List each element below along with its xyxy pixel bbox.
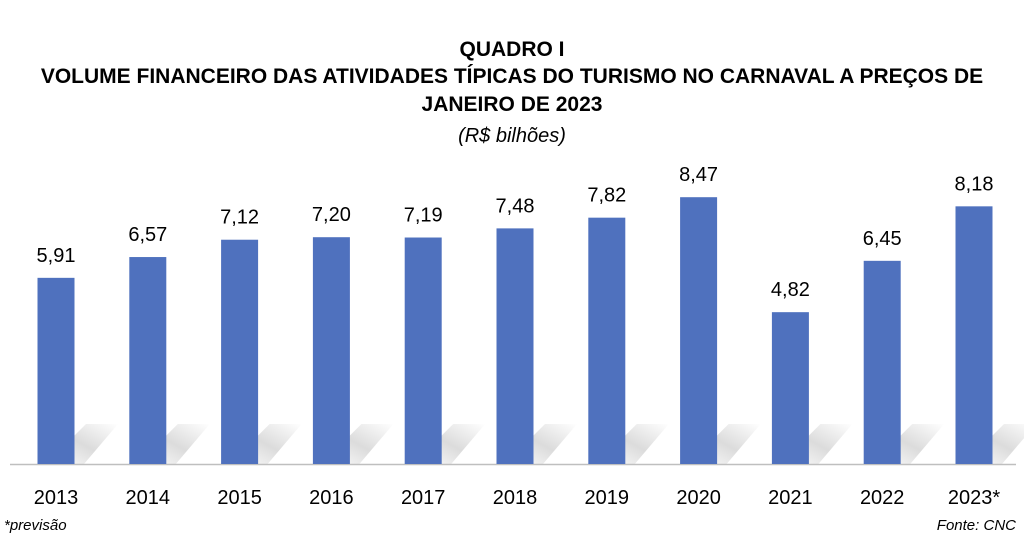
- x-tick-label: 2023*: [948, 487, 1000, 509]
- x-tick-label: 2017: [401, 487, 446, 509]
- x-tick-label: 2018: [493, 487, 538, 509]
- data-label: 8,18: [955, 173, 994, 195]
- footnote: *previsão: [4, 517, 67, 534]
- bar-2019: [588, 217, 626, 464]
- bar-2023*: [955, 206, 993, 464]
- bar-2017: [404, 237, 442, 464]
- data-label: 4,82: [771, 279, 810, 301]
- data-label: 5,91: [37, 245, 76, 267]
- chart-titles: QUADRO I VOLUME FINANCEIRO DAS ATIVIDADE…: [0, 36, 1024, 149]
- x-tick-label: 2016: [309, 487, 354, 509]
- bar-2022: [863, 260, 901, 464]
- data-label: 7,19: [404, 205, 443, 227]
- data-label: 6,57: [128, 224, 167, 246]
- x-tick-label: 2021: [768, 487, 813, 509]
- bar-2018: [496, 228, 534, 464]
- data-label: 7,20: [312, 204, 351, 226]
- bar-2014: [129, 257, 167, 464]
- bar-2016: [312, 237, 350, 464]
- data-label: 7,48: [496, 195, 535, 217]
- x-tick-label: 2014: [126, 487, 171, 509]
- x-tick-label: 2015: [217, 487, 262, 509]
- chart-subtitle: VOLUME FINANCEIRO DAS ATIVIDADES TÍPICAS…: [40, 65, 984, 116]
- data-label: 8,47: [679, 164, 718, 186]
- x-tick-label: 2020: [676, 487, 721, 509]
- data-label: 7,12: [220, 207, 259, 229]
- x-tick-label: 2013: [34, 487, 79, 509]
- data-label: 6,45: [863, 228, 902, 250]
- bar-2013: [37, 277, 75, 464]
- x-tick-label: 2019: [585, 487, 630, 509]
- x-tick-label: 2022: [860, 487, 905, 509]
- chart-unit: (R$ bilhões): [458, 125, 566, 147]
- bar-2021: [771, 312, 809, 464]
- bar-2020: [680, 197, 718, 464]
- data-label: 7,82: [587, 185, 626, 207]
- source-note: Fonte: CNC: [936, 517, 1016, 534]
- bar-2015: [221, 239, 259, 464]
- chart-title: QUADRO I: [459, 38, 565, 61]
